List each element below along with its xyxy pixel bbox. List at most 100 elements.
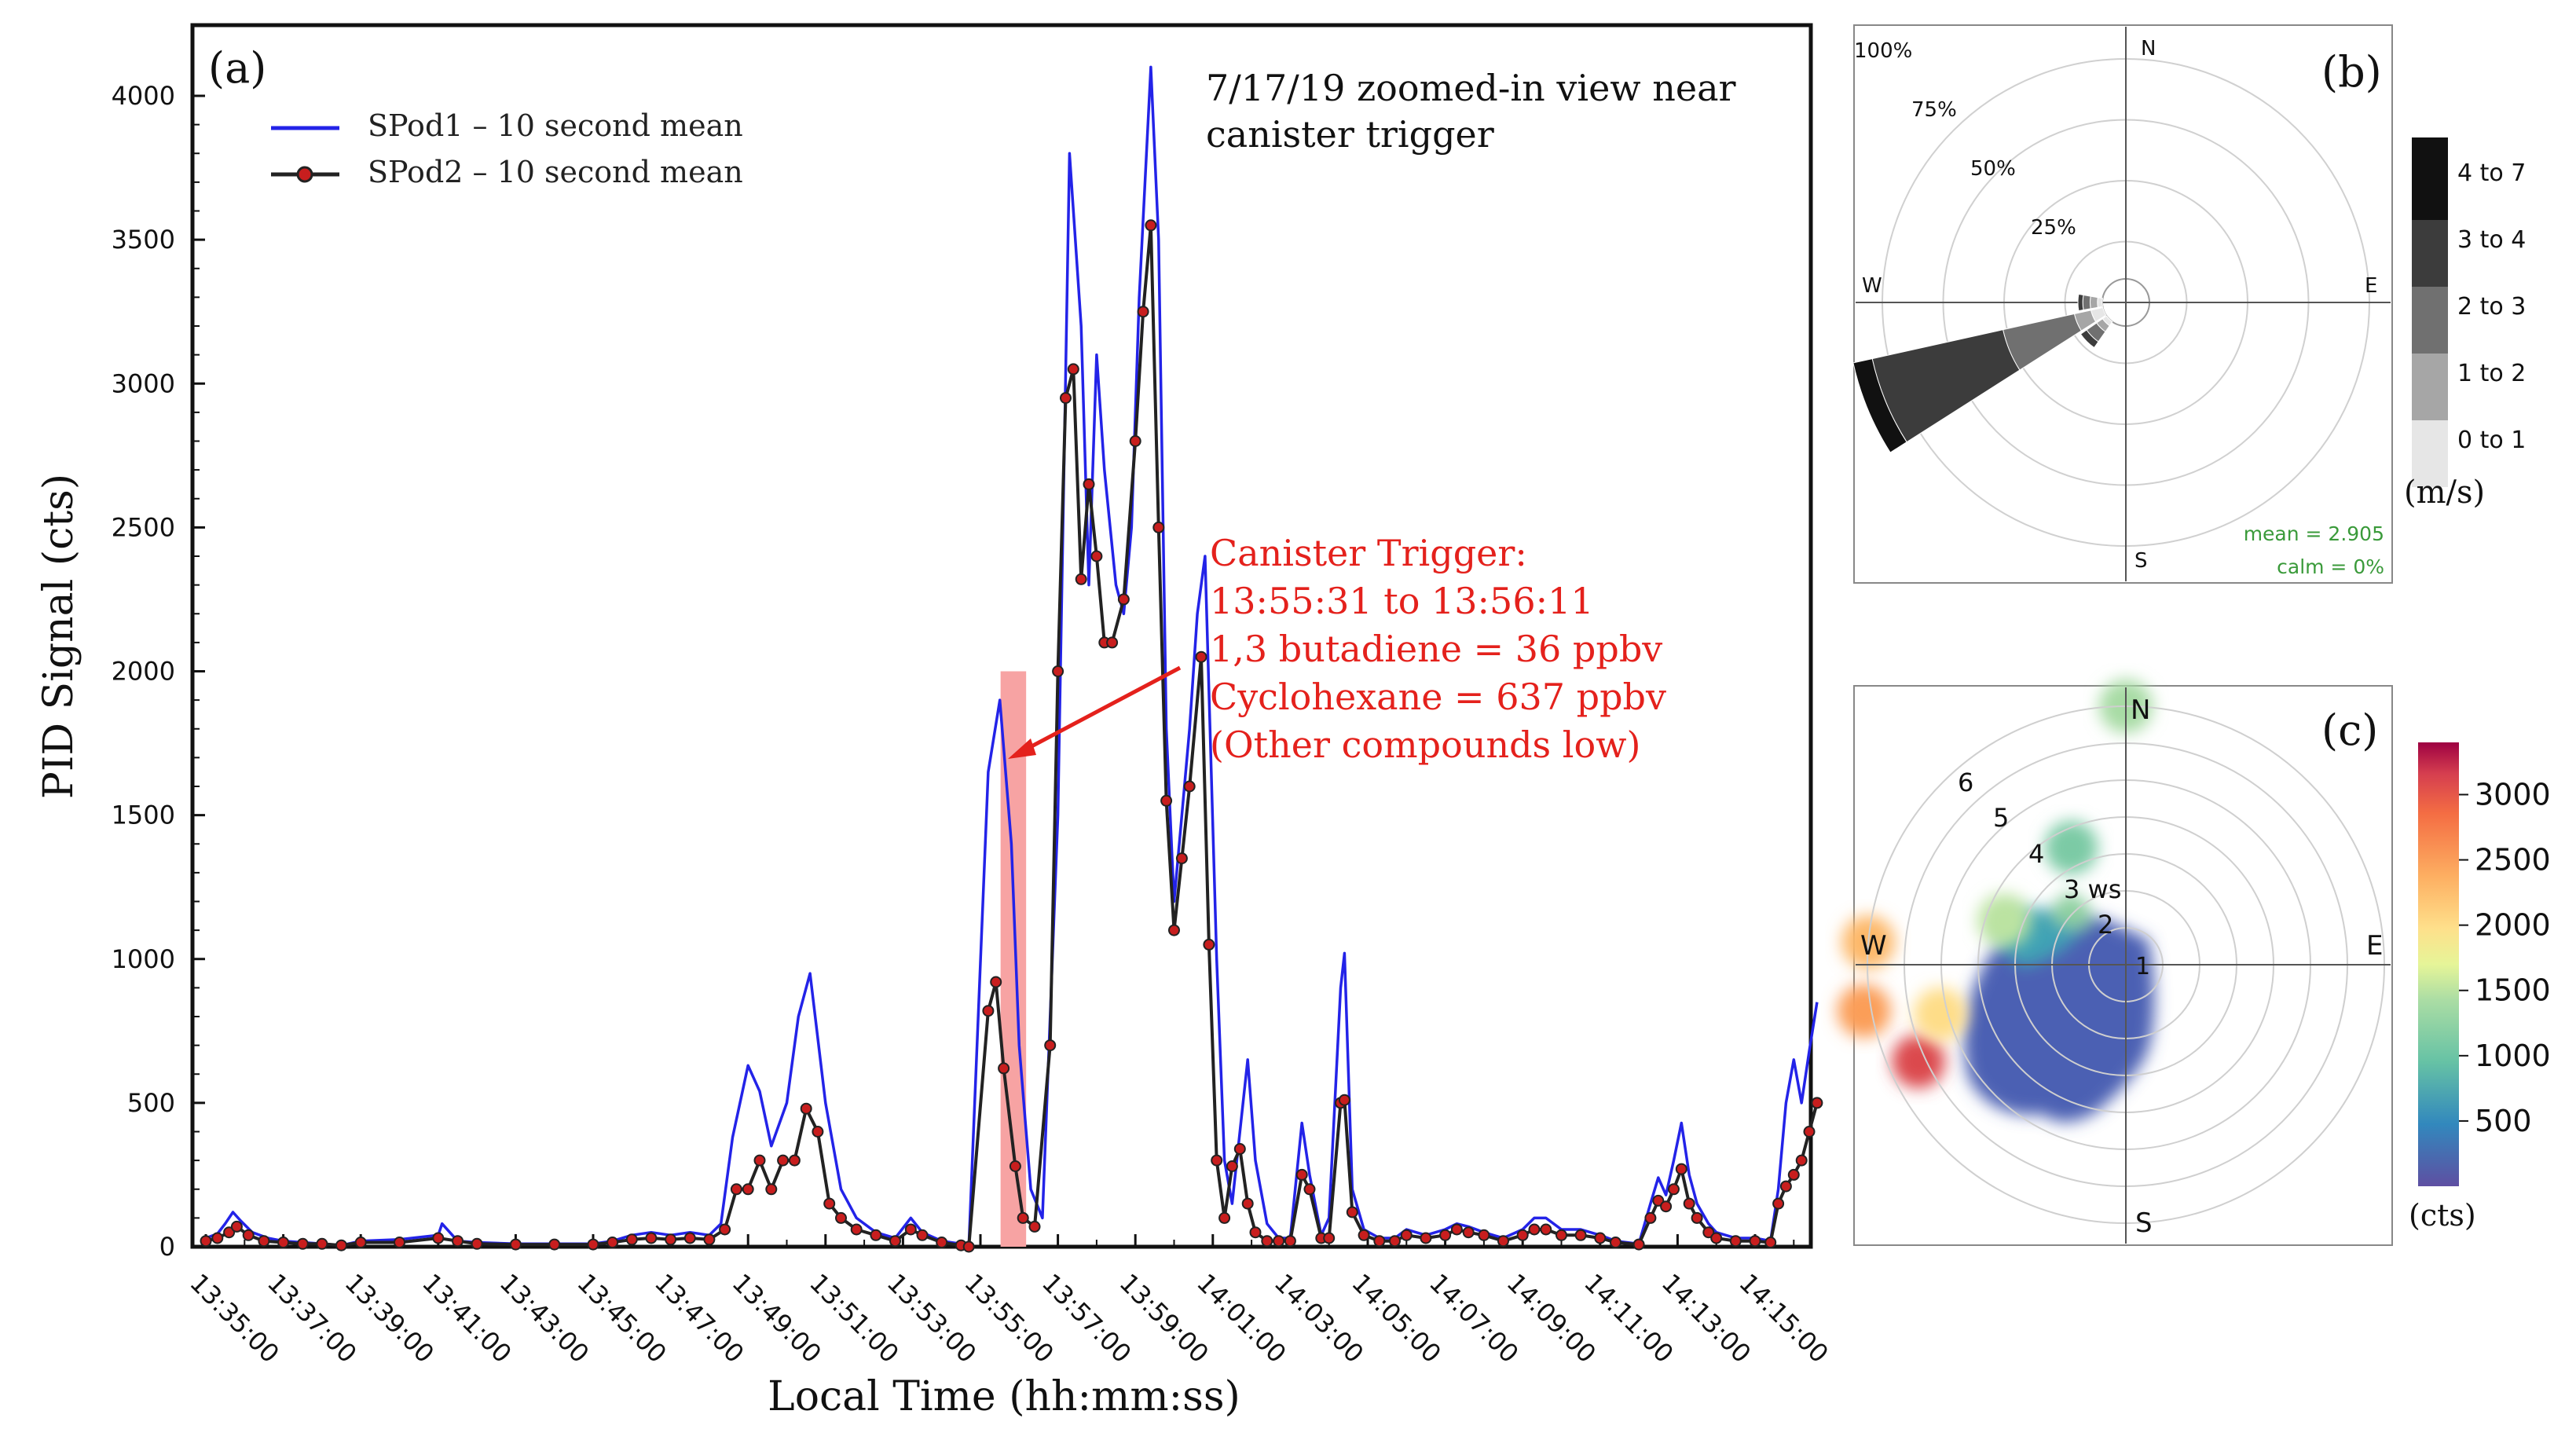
spod2-point bbox=[889, 1235, 901, 1248]
spod2-point bbox=[1067, 363, 1079, 376]
spod2-point bbox=[1779, 1180, 1792, 1193]
spod2-point bbox=[962, 1240, 975, 1253]
spod2-point bbox=[1610, 1237, 1621, 1248]
spod2-point bbox=[1218, 1211, 1231, 1224]
y-tick-label: 500 bbox=[127, 1088, 175, 1118]
spod2-point bbox=[850, 1223, 863, 1236]
panel-b-wind-rose: N E S W 25% 50% 75% 100% (b) mean = 2.90… bbox=[1852, 24, 2526, 584]
spod2-point bbox=[916, 1229, 929, 1241]
spod2-point bbox=[1478, 1229, 1490, 1241]
spod2-point bbox=[1749, 1235, 1761, 1248]
spod2-point bbox=[277, 1237, 290, 1248]
spod2-point bbox=[1175, 852, 1188, 865]
panel-c-ring-6: 6 bbox=[1958, 768, 1973, 797]
legend-label-spod2: SPod2 – 10 second mean bbox=[368, 155, 743, 189]
spod2-point bbox=[606, 1237, 619, 1248]
spod2-point bbox=[1044, 1039, 1057, 1052]
spod2-point bbox=[354, 1237, 367, 1248]
spod2-point bbox=[1338, 1094, 1350, 1106]
spod2-point bbox=[296, 1237, 309, 1250]
panel-c-blob bbox=[1913, 987, 1967, 1042]
spod2-point bbox=[765, 1183, 778, 1196]
wind-rose-segment bbox=[1852, 357, 1907, 453]
canister-trigger-annotation: Canister Trigger: 13:55:31 to 13:56:11 1… bbox=[1008, 532, 1666, 766]
spod2-point bbox=[990, 976, 1002, 988]
spod2-point bbox=[211, 1232, 224, 1244]
panel-c-dir-n: N bbox=[2131, 694, 2150, 726]
colorbar-tick-label: 1500 bbox=[2475, 973, 2551, 1008]
panel-c-ring-4: 4 bbox=[2028, 839, 2044, 869]
panel-b-mean: mean = 2.905 bbox=[2244, 522, 2384, 545]
spod2-point bbox=[1660, 1200, 1673, 1213]
spod2-point bbox=[777, 1154, 790, 1167]
spod2-point bbox=[394, 1237, 405, 1248]
panel-b-dir-n: N bbox=[2141, 37, 2156, 60]
panel-c-ring-3: 3 ws bbox=[2064, 874, 2121, 904]
panel-b-dir-s: S bbox=[2134, 549, 2148, 573]
panel-a-label: (a) bbox=[208, 43, 266, 93]
panel-b-ring-50: 50% bbox=[1970, 157, 2016, 181]
panel-b-ring-100: 100% bbox=[1854, 39, 1912, 63]
spod2-point bbox=[1183, 780, 1196, 793]
panel-b-calm: calm = 0% bbox=[2277, 555, 2384, 578]
spod2-point bbox=[587, 1238, 599, 1251]
spod2-point bbox=[1540, 1223, 1552, 1236]
spod2-point bbox=[1323, 1232, 1336, 1244]
panel-a-series bbox=[200, 65, 1823, 1253]
panel-b-petals bbox=[1852, 293, 2113, 453]
spod2-point bbox=[1644, 1211, 1657, 1224]
spod2-point bbox=[1145, 219, 1157, 232]
colorbar-ticks: 500 1000 1500 2000 2500 3000 bbox=[2459, 777, 2551, 1138]
spod2-point bbox=[1241, 1197, 1254, 1210]
panel-c-colorbar: 500 1000 1500 2000 2500 3000 (cts) bbox=[2409, 742, 2551, 1233]
spod2-point bbox=[1555, 1229, 1567, 1241]
spod2-point bbox=[1106, 636, 1119, 649]
spod2-point bbox=[703, 1233, 716, 1246]
spod2-point bbox=[1729, 1235, 1742, 1248]
spod2-point bbox=[870, 1229, 882, 1241]
spod2-point bbox=[645, 1232, 658, 1244]
y-tick-label: 2000 bbox=[112, 657, 175, 687]
legend-label-spod1: SPod1 – 10 second mean bbox=[368, 108, 743, 143]
panel-c-polar-heatmap: N E S W 1 2 3 ws 4 5 6 (c) 500 1000 1500 20… bbox=[1837, 680, 2551, 1246]
spod2-point bbox=[823, 1197, 836, 1210]
legend-text-3-4: 3 to 4 bbox=[2457, 226, 2526, 254]
panel-b-dir-w: W bbox=[1862, 274, 1882, 298]
spod2-point bbox=[1811, 1097, 1823, 1109]
panel-b-legend: 0 to 1 1 to 2 2 to 3 3 to 4 4 to 7 (m/s) bbox=[2404, 137, 2526, 511]
spod2-point bbox=[1052, 665, 1064, 677]
spod2-point bbox=[1772, 1197, 1785, 1210]
colorbar-unit: (cts) bbox=[2409, 1198, 2476, 1233]
spod2-point bbox=[1400, 1229, 1413, 1241]
panel-a-y-axis-title: PID Signal (cts) bbox=[35, 474, 82, 799]
legend-bin-3-4 bbox=[2412, 220, 2448, 287]
panel-c-blob bbox=[1891, 1035, 1945, 1089]
spod2-point bbox=[432, 1232, 445, 1244]
spod2-point bbox=[1273, 1235, 1285, 1248]
spod2-point bbox=[1691, 1211, 1703, 1224]
spod2-point bbox=[258, 1235, 270, 1248]
legend-bin-4-7 bbox=[2412, 137, 2448, 220]
spod2-point bbox=[1152, 521, 1165, 533]
spod2-point bbox=[335, 1239, 347, 1251]
spod2-point bbox=[1702, 1226, 1715, 1239]
spod2-point bbox=[683, 1232, 696, 1244]
spod2-point bbox=[509, 1238, 522, 1251]
legend-bin-0-1 bbox=[2412, 420, 2448, 487]
panel-b-legend-title: (m/s) bbox=[2404, 475, 2485, 511]
panel-c-main-region bbox=[1964, 910, 2155, 1123]
spod2-point bbox=[1160, 794, 1173, 807]
spod2-point bbox=[1439, 1229, 1452, 1241]
spod2-point bbox=[1083, 478, 1095, 490]
colorbar-tick-label: 2500 bbox=[2475, 843, 2551, 878]
spod2-point bbox=[548, 1238, 561, 1251]
spod2-point bbox=[742, 1183, 754, 1196]
colorbar-tick-label: 1000 bbox=[2475, 1039, 2551, 1073]
spod2-point bbox=[1668, 1183, 1680, 1196]
spod2-point bbox=[1137, 306, 1149, 318]
spod2-point bbox=[1129, 435, 1141, 447]
panel-a-y-axis: 0 500 1000 1500 2000 2500 3000 3500 4000 bbox=[112, 81, 205, 1262]
panel-c-blob bbox=[2044, 820, 2098, 874]
legend-bin-2-3 bbox=[2412, 287, 2448, 354]
y-tick-label: 3500 bbox=[112, 225, 175, 255]
